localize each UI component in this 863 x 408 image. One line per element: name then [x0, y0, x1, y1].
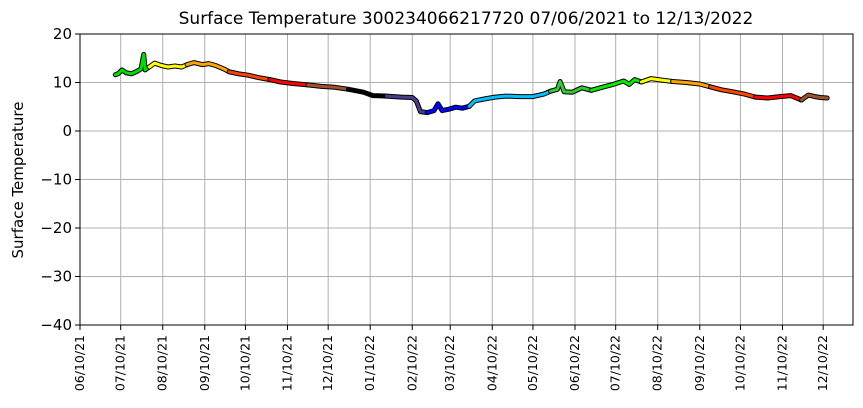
series-11-line: [589, 78, 643, 92]
x-tick-label: 10/10/21: [237, 335, 252, 391]
y-tick-label: −30: [40, 268, 72, 286]
series-16-line: [800, 93, 829, 102]
series-6-line: [347, 87, 388, 98]
x-tick-label: 08/10/22: [650, 335, 665, 391]
series-3-line: [227, 70, 272, 82]
series-9-line: [467, 89, 553, 108]
y-ticks: 20 10 0 −10 −20 −30 −40: [40, 25, 80, 334]
x-tick-label: 11/10/21: [279, 335, 294, 391]
y-axis-label: Surface Temperature: [9, 102, 27, 259]
chart-title: Surface Temperature 300234066217720 07/0…: [179, 9, 754, 29]
y-tick-label: −20: [40, 219, 72, 237]
y-tick-label: −40: [40, 316, 72, 334]
x-tick-label: 01/10/22: [362, 335, 377, 391]
x-tick-label: 08/10/21: [155, 335, 170, 391]
series-5-line: [306, 83, 350, 91]
y-tick-label: 0: [62, 122, 72, 140]
series-group: [112, 51, 830, 116]
x-tick-label: 09/10/21: [197, 335, 212, 391]
y-tick-label: 20: [53, 25, 72, 43]
x-tick-label: 06/10/21: [72, 335, 87, 391]
y-tick-label: −10: [40, 171, 72, 189]
series-12-line: [639, 77, 675, 84]
series-1-line: [147, 61, 189, 69]
y-tick-label: 10: [53, 74, 72, 92]
x-tick-label: 07/10/22: [608, 335, 623, 391]
series-14-line: [709, 85, 757, 99]
x-tick-label: 04/10/22: [484, 335, 499, 391]
series-8-line: [425, 102, 471, 115]
x-tick-label: 05/10/22: [525, 335, 540, 391]
x-tick-label: 12/10/21: [320, 335, 335, 391]
x-tick-label: 11/10/22: [774, 335, 789, 391]
x-tick-label: 07/10/21: [113, 335, 128, 391]
x-ticks: 06/10/21 07/10/21 08/10/21 09/10/21 10/10/21…: [72, 325, 830, 391]
x-tick-label: 03/10/22: [442, 335, 457, 391]
x-tick-label: 12/10/22: [815, 335, 830, 391]
x-tick-label: 09/10/22: [692, 335, 707, 391]
series-13-line: [671, 80, 713, 89]
x-tick-label: 10/10/22: [732, 335, 747, 391]
grid-lines: [79, 33, 853, 326]
series-10-line: [549, 80, 593, 94]
x-tick-label: 02/10/22: [404, 335, 419, 391]
series-7-line: [385, 94, 429, 115]
series-2-line: [185, 61, 231, 74]
series-0-line: [113, 52, 151, 77]
x-tick-label: 06/10/22: [567, 335, 582, 391]
series-4-line: [268, 78, 310, 87]
series-15-line: [753, 94, 803, 102]
